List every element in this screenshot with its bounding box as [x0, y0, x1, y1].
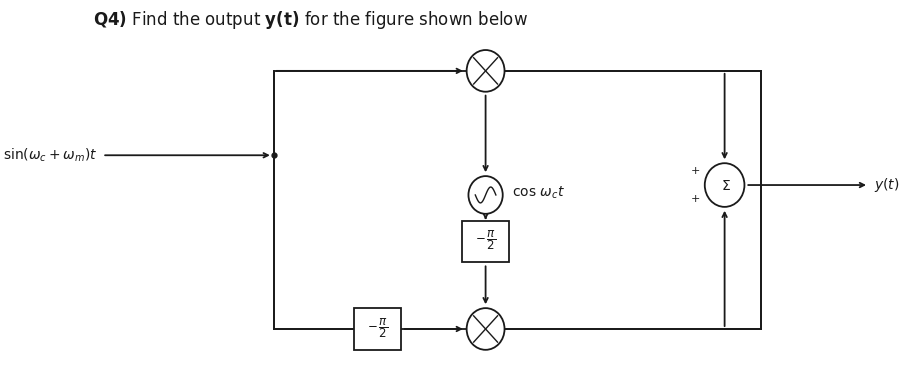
Circle shape	[469, 176, 502, 214]
Text: $-\,\dfrac{\pi}{2}$: $-\,\dfrac{\pi}{2}$	[475, 229, 496, 252]
Bar	[273, 71, 761, 329]
Circle shape	[467, 50, 504, 92]
Text: $\bf{Q4)}$ Find the output $\bf{y}(t)$ for the figure shown below: $\bf{Q4)}$ Find the output $\bf{y}(t)$ f…	[93, 10, 529, 31]
Bar	[354, 308, 401, 350]
Text: $\sin(\omega_c + \omega_m)t$: $\sin(\omega_c + \omega_m)t$	[4, 147, 98, 164]
Text: $\cos\,\omega_c t$: $\cos\,\omega_c t$	[511, 185, 565, 201]
Text: +: +	[691, 166, 700, 176]
Bar	[462, 221, 509, 263]
Text: +: +	[691, 194, 700, 204]
Text: $y(t)$: $y(t)$	[874, 176, 900, 194]
Circle shape	[467, 308, 504, 350]
Text: $-\,\dfrac{\pi}{2}$: $-\,\dfrac{\pi}{2}$	[367, 316, 388, 340]
Text: $\Sigma$: $\Sigma$	[720, 179, 730, 193]
Circle shape	[705, 163, 745, 207]
